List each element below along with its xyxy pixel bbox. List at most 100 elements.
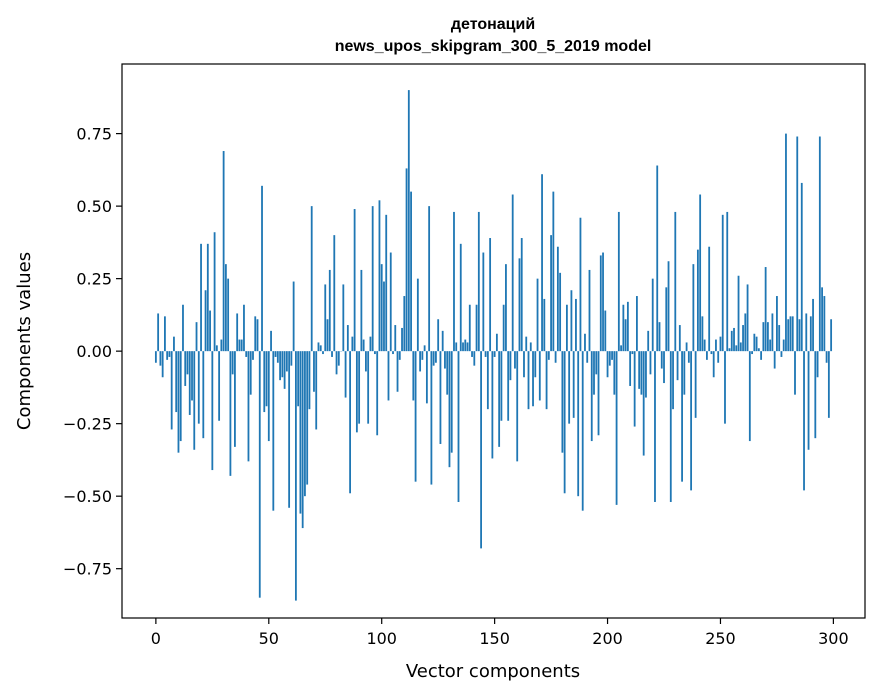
- bar: [565, 304, 568, 352]
- bar: [803, 351, 805, 491]
- bar: [480, 351, 482, 549]
- bar: [344, 351, 347, 398]
- bar: [830, 319, 833, 352]
- bar: [209, 310, 211, 352]
- bar: [543, 298, 546, 352]
- bar: [514, 351, 516, 369]
- bar: [407, 90, 410, 352]
- bar: [805, 313, 808, 352]
- bar: [254, 316, 257, 352]
- x-tick-label: 100: [366, 629, 397, 648]
- bar: [204, 290, 207, 352]
- bar: [505, 264, 507, 352]
- bar: [782, 339, 785, 352]
- bar: [687, 351, 690, 363]
- bar: [234, 351, 236, 447]
- bar: [785, 133, 787, 352]
- bar: [717, 351, 720, 363]
- bar: [762, 322, 765, 352]
- bar: [304, 351, 306, 497]
- bar: [157, 313, 160, 352]
- bar: [511, 194, 514, 352]
- y-tick-label: 0.75: [76, 125, 112, 144]
- bar: [647, 330, 650, 352]
- bar: [807, 351, 810, 450]
- bar: [425, 351, 428, 404]
- bar: [545, 351, 548, 410]
- bar: [279, 351, 281, 381]
- bar: [365, 351, 367, 372]
- chart-title-line-2: news_upos_skipgram_300_5_2019 model: [335, 38, 652, 55]
- bar: [428, 206, 431, 352]
- bar: [383, 281, 385, 352]
- bar: [459, 243, 462, 352]
- bar: [753, 333, 756, 352]
- bar: [708, 246, 711, 352]
- bar: [283, 351, 286, 389]
- bar: [721, 214, 724, 352]
- bar: [692, 264, 695, 352]
- bar: [342, 284, 345, 352]
- bar: [757, 348, 760, 352]
- bar: [243, 304, 245, 352]
- bar: [245, 351, 248, 357]
- bar: [385, 214, 388, 352]
- bar: [229, 351, 232, 476]
- bar: [175, 351, 178, 413]
- bar: [516, 351, 519, 462]
- bar: [593, 351, 595, 395]
- bar: [672, 351, 674, 410]
- bar: [173, 336, 175, 352]
- bar: [306, 351, 309, 485]
- bar: [579, 217, 582, 352]
- bar: [726, 211, 729, 352]
- bar: [742, 325, 744, 352]
- bar: [556, 246, 559, 352]
- bar: [498, 351, 501, 447]
- bar: [633, 351, 636, 427]
- bar: [631, 351, 634, 355]
- bar: [509, 351, 512, 381]
- x-axis-ticks: 0 50 100 150 200 250 300: [151, 618, 849, 648]
- bar: [561, 351, 564, 453]
- bar: [247, 351, 250, 462]
- bar: [308, 351, 311, 410]
- plot-frame: [121, 63, 866, 619]
- bar: [766, 322, 769, 352]
- bar: [769, 339, 772, 352]
- bar: [276, 351, 279, 363]
- bar: [554, 351, 557, 363]
- bar: [654, 351, 656, 502]
- bar: [432, 351, 435, 366]
- bar: [696, 249, 699, 352]
- bar: [656, 165, 659, 352]
- bar: [520, 238, 523, 352]
- bar: [617, 211, 620, 352]
- bar: [215, 345, 218, 352]
- bar: [261, 185, 263, 352]
- bar: [369, 336, 372, 352]
- bar: [538, 351, 541, 401]
- bar: [166, 351, 169, 360]
- bar: [507, 351, 510, 421]
- bar: [186, 351, 189, 375]
- y-tick-label: 0.50: [76, 197, 112, 216]
- bar: [177, 351, 180, 453]
- bars-group: [154, 90, 833, 601]
- bar: [645, 351, 647, 398]
- bar: [681, 351, 683, 482]
- bar: [380, 264, 383, 352]
- bar: [224, 264, 227, 352]
- bar: [353, 209, 356, 352]
- bar: [213, 232, 216, 352]
- bar: [667, 261, 670, 352]
- bar: [629, 351, 632, 386]
- bar: [570, 290, 573, 352]
- bar: [737, 275, 740, 352]
- bar: [249, 351, 252, 395]
- bar: [328, 269, 331, 352]
- bar: [586, 351, 589, 363]
- bar: [346, 325, 349, 352]
- bar: [559, 272, 562, 352]
- bar: [818, 136, 821, 352]
